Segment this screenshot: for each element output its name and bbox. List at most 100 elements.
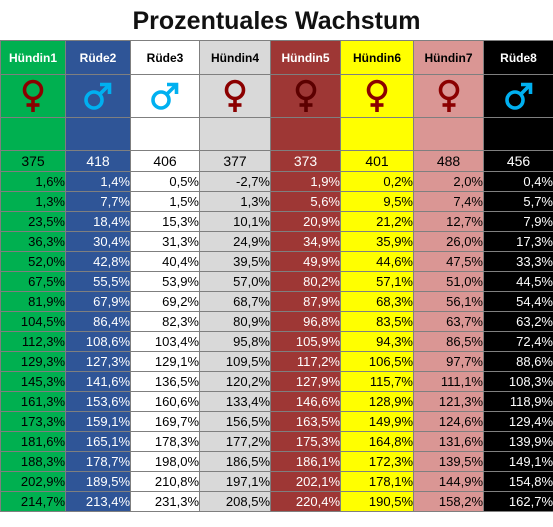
count-cell: 401 [340,150,414,172]
value-cell: 103,4% [130,331,200,352]
blank-cell [340,117,414,151]
value-cell: 178,3% [130,431,200,452]
value-cell: 87,9% [270,291,341,312]
value-cell: 158,2% [413,491,484,512]
growth-table: Hündin1 Rüde2 Rüde3 Hündin4 Hündin5 Hündin6 Hü… [0,40,553,512]
value-cell: 42,8% [65,251,131,272]
column-header: Hündin7 [413,40,484,75]
value-cell: 197,1% [199,471,271,492]
value-cell: 156,5% [199,411,271,432]
value-cell: -2,7% [199,171,271,192]
value-cell: 34,9% [270,231,341,252]
value-cell: 15,3% [130,211,200,232]
value-cell: 105,9% [270,331,341,352]
value-cell: 149,1% [483,451,553,472]
value-cell: 30,4% [65,231,131,252]
female-symbol-icon [413,74,484,118]
female-symbol-icon [0,74,66,118]
value-cell: 39,5% [199,251,271,272]
male-symbol-icon [483,74,553,118]
value-cell: 146,6% [270,391,341,412]
table-row: 1,3% 7,7% 1,5% 1,3% 5,6% 9,5% 7,4% 5,7% [0,191,553,212]
value-cell: 208,5% [199,491,271,512]
value-cell: 10,1% [199,211,271,232]
count-cell: 373 [270,150,341,172]
value-cell: 5,7% [483,191,553,212]
value-cell: 80,2% [270,271,341,292]
blank-cell [413,117,484,151]
value-cell: 127,9% [270,371,341,392]
value-cell: 173,3% [0,411,66,432]
value-cell: 178,7% [65,451,131,472]
value-cell: 129,3% [0,351,66,372]
value-cell: 35,9% [340,231,414,252]
count-cell: 418 [65,150,131,172]
column-header: Hündin4 [199,40,271,75]
value-cell: 0,4% [483,171,553,192]
table-row: 67,5% 55,5% 53,9% 57,0% 80,2% 57,1% 51,0% 44,5% [0,271,553,292]
value-cell: 136,5% [130,371,200,392]
value-cell: 141,6% [65,371,131,392]
table-row: 112,3% 108,6% 103,4% 95,8% 105,9% 94,3% 86,5% 7… [0,331,553,352]
value-cell: 149,9% [340,411,414,432]
value-cell: 68,7% [199,291,271,312]
value-cell: 44,6% [340,251,414,272]
blank-cell [130,117,200,151]
value-cell: 44,5% [483,271,553,292]
value-cell: 68,3% [340,291,414,312]
value-cell: 26,0% [413,231,484,252]
count-cell: 406 [130,150,200,172]
value-cell: 12,7% [413,211,484,232]
value-cell: 21,2% [340,211,414,232]
value-cell: 86,5% [413,331,484,352]
value-cell: 69,2% [130,291,200,312]
value-cell: 129,1% [130,351,200,372]
value-cell: 145,3% [0,371,66,392]
table-row: 214,7% 213,4% 231,3% 208,5% 220,4% 190,5% 158,… [0,491,553,512]
value-cell: 23,5% [0,211,66,232]
value-cell: 33,3% [483,251,553,272]
value-cell: 188,3% [0,451,66,472]
table-row: 188,3% 178,7% 198,0% 186,5% 186,1% 172,3% 139,… [0,451,553,472]
value-cell: 120,2% [199,371,271,392]
table-row: 81,9% 67,9% 69,2% 68,7% 87,9% 68,3% 56,1% 54,4% [0,291,553,312]
column-header: Hündin5 [270,40,341,75]
table-row: 181,6% 165,1% 178,3% 177,2% 175,3% 164,8% 131,… [0,431,553,452]
value-cell: 81,9% [0,291,66,312]
value-cell: 20,9% [270,211,341,232]
table-row: 145,3% 141,6% 136,5% 120,2% 127,9% 115,7% 111,… [0,371,553,392]
value-cell: 163,5% [270,411,341,432]
value-cell: 104,5% [0,311,66,332]
table-row: 52,0% 42,8% 40,4% 39,5% 49,9% 44,6% 47,5% 33,3% [0,251,553,272]
column-header: Hündin1 [0,40,66,75]
value-cell: 1,3% [199,191,271,212]
value-cell: 83,5% [340,311,414,332]
value-cell: 128,9% [340,391,414,412]
blank-cell [199,117,271,151]
value-cell: 118,9% [483,391,553,412]
value-cell: 17,3% [483,231,553,252]
value-cell: 109,5% [199,351,271,372]
count-cell: 377 [199,150,271,172]
table-row: 23,5% 18,4% 15,3% 10,1% 20,9% 21,2% 12,7% 7,9% [0,211,553,232]
value-cell: 133,4% [199,391,271,412]
blank-cell [483,117,553,151]
value-cell: 164,8% [340,431,414,452]
value-cell: 117,2% [270,351,341,372]
value-cell: 169,7% [130,411,200,432]
table-row: 129,3% 127,3% 129,1% 109,5% 117,2% 106,5% 97,7… [0,351,553,372]
female-symbol-icon [340,74,414,118]
value-cell: 0,5% [130,171,200,192]
count-cell: 456 [483,150,553,172]
value-cell: 220,4% [270,491,341,512]
value-cell: 161,3% [0,391,66,412]
blank-cell [65,117,131,151]
blank-row [0,117,553,151]
column-header: Rüde8 [483,40,553,75]
value-cell: 131,6% [413,431,484,452]
value-cell: 154,8% [483,471,553,492]
value-cell: 0,2% [340,171,414,192]
value-cell: 2,0% [413,171,484,192]
value-cell: 97,7% [413,351,484,372]
male-symbol-icon [130,74,200,118]
